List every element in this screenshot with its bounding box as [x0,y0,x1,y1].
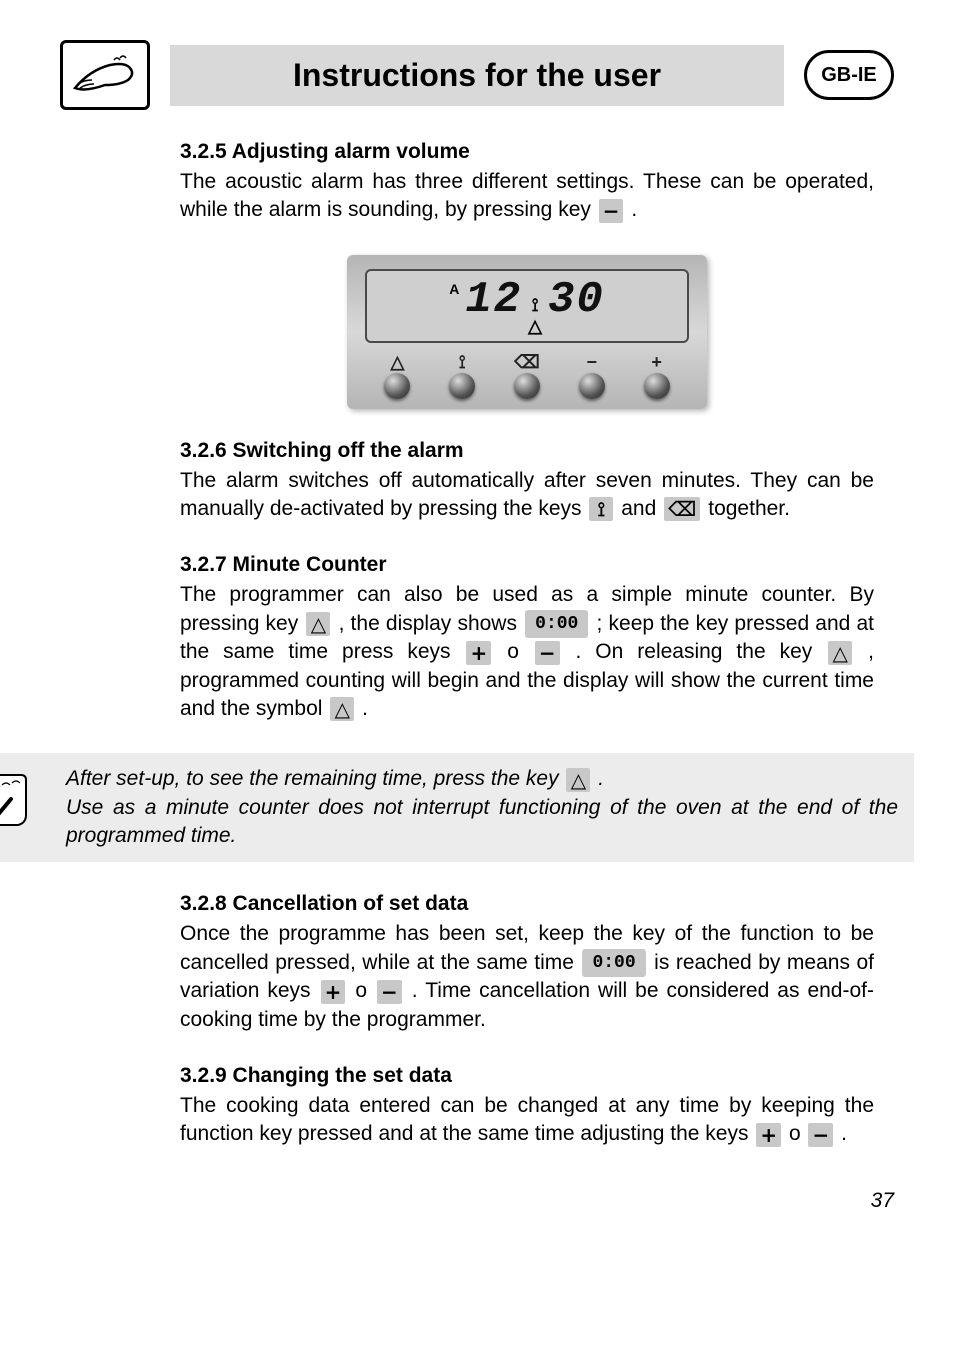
text: . [598,767,604,790]
panel-btn-plus: + [644,353,670,399]
heading-327: 3.2.7 Minute Counter [180,553,874,577]
text: . On releasing the key [576,640,827,663]
display-hours: 12 [465,275,522,325]
text: o [355,979,375,1002]
text: Use as a minute counter does not interru… [66,796,898,847]
panel-display: A 12 ⟟ △ 30 [365,269,689,343]
bell-key-icon: △ [566,768,590,792]
text: The acoustic alarm has three different s… [180,170,874,221]
panel-btn-end: ⌫ [514,353,540,399]
spoon-icon [60,40,150,110]
panel-btn-bell: △ [384,353,410,399]
bell-key-icon: △ [306,612,330,636]
display-000-icon: 0:00 [525,610,588,638]
minus-key-icon: − [377,980,402,1004]
minus-key-icon: − [535,641,560,665]
spoon-svg [70,50,140,100]
display-sup-a: A [449,281,459,297]
heading-326: 3.2.6 Switching off the alarm [180,439,874,463]
endcook-key-icon: ⌫ [664,497,700,521]
bell-key-icon: △ [828,641,852,665]
body-327: The programmer can also be used as a sim… [180,581,874,723]
plus-key-icon: + [466,641,491,665]
cook-key-icon: ⟟ [589,497,613,521]
heading-325: 3.2.5 Adjusting alarm volume [180,140,874,164]
page-number: 37 [60,1189,894,1213]
page-title: Instructions for the user [170,45,784,106]
note-box: After set-up, to see the remaining time,… [0,753,914,862]
text: After set-up, to see the remaining time,… [66,767,564,790]
plus-key-icon: + [756,1123,781,1147]
heading-328: 3.2.8 Cancellation of set data [180,892,874,916]
minus-key-icon: − [599,199,624,223]
panel-btn-minus: − [579,353,605,399]
display-000-icon: 0:00 [582,949,645,977]
body-328: Once the programme has been set, keep th… [180,920,874,1034]
body-326: The alarm switches off automatically aft… [180,467,874,524]
panel-btn-cook: ⟟ [449,353,475,399]
bell-key-icon: △ [330,697,354,721]
heading-329: 3.2.9 Changing the set data [180,1064,874,1088]
body-329: The cooking data entered can be changed … [180,1092,874,1149]
text: o [789,1122,807,1145]
display-mid-top: ⟟ [532,295,539,316]
text: . [631,198,637,221]
control-panel-figure: A 12 ⟟ △ 30 △ ⟟ ⌫ − + [347,255,707,409]
text: o [507,640,533,663]
text: . [362,697,368,720]
display-mid-bot: △ [528,316,542,337]
text: together. [708,497,790,520]
text: , the display shows [339,612,524,635]
text: . [841,1122,847,1145]
note-icon [0,765,46,835]
display-minutes: 30 [548,275,605,325]
body-325: The acoustic alarm has three different s… [180,168,874,225]
minus-key-icon: − [808,1123,833,1147]
region-badge: GB-IE [804,50,894,100]
note-text: After set-up, to see the remaining time,… [66,765,898,850]
plus-key-icon: + [321,980,346,1004]
text: and [621,497,662,520]
